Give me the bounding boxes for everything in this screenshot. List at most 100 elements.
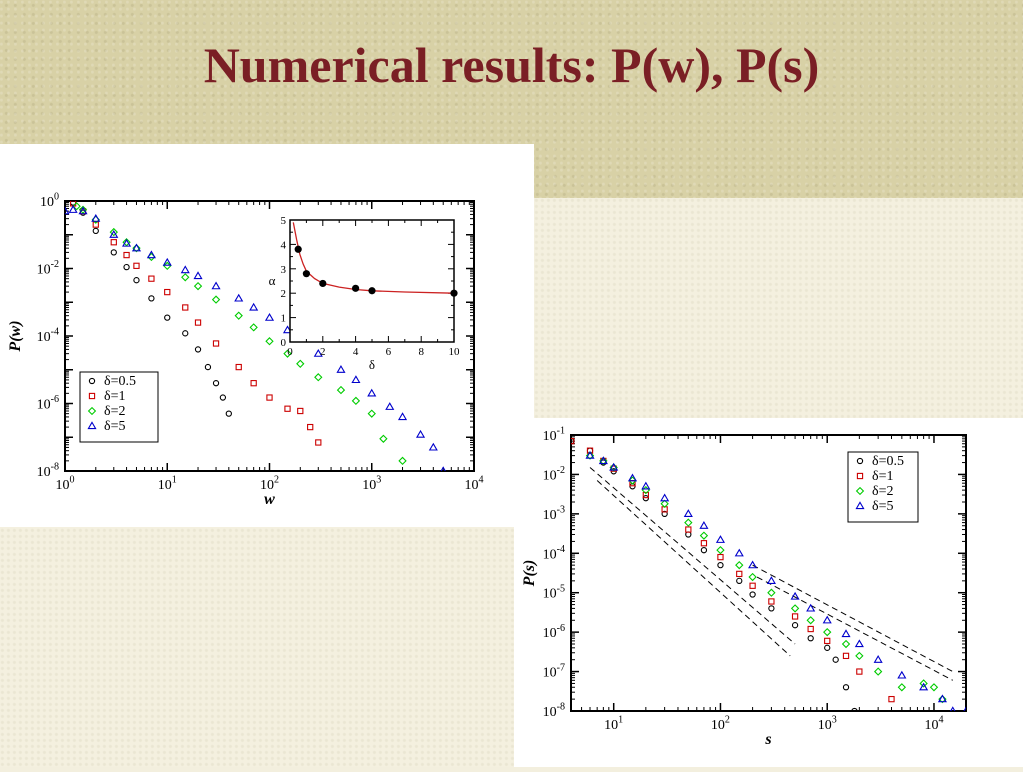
- ps-y-axis-label: P(s): [521, 560, 538, 588]
- ps-plot: [570, 434, 967, 712]
- ps-point: [684, 518, 693, 527]
- pw-point: [91, 213, 101, 222]
- pw-point: [193, 281, 203, 291]
- pw-point: [336, 365, 346, 373]
- pw-point: [211, 295, 221, 304]
- inset-point: [319, 279, 327, 288]
- pw-point: [336, 385, 346, 395]
- pw-point: [123, 251, 130, 259]
- pw-point: [264, 312, 275, 321]
- pw-point: [367, 409, 376, 418]
- pw-point: [440, 466, 446, 471]
- ps-point: [749, 591, 756, 598]
- ps-point: [717, 562, 724, 569]
- pw-point: [367, 388, 377, 397]
- pw-markers: [62, 192, 446, 471]
- ps-point: [736, 577, 743, 584]
- ps-point: [791, 622, 799, 629]
- pw-point: [65, 206, 70, 215]
- inset-y-tick-label: 3: [281, 264, 287, 276]
- inset-y-tick-label: 5: [281, 215, 287, 227]
- pw-point: [92, 227, 99, 235]
- pw-point: [397, 412, 408, 421]
- pw-point: [283, 349, 292, 358]
- ps-point: [660, 499, 669, 508]
- pw-point: [131, 243, 142, 252]
- ps-point: [585, 451, 595, 460]
- ps-point: [571, 437, 575, 445]
- ps-y-tick-label: 10-3: [543, 505, 565, 523]
- ps-point: [609, 463, 618, 472]
- pw-y-tick-label: 100: [40, 192, 59, 210]
- pw-y-axis-label: P(w): [7, 320, 24, 352]
- ps-point: [699, 531, 709, 540]
- pw-point: [148, 295, 155, 302]
- pw-legend-marker: [88, 377, 96, 385]
- ps-point: [822, 615, 832, 624]
- ps-point: [700, 547, 708, 554]
- ps-point: [699, 521, 709, 529]
- pw-point: [181, 273, 190, 282]
- ps-point: [685, 526, 692, 533]
- ps-y-tick-label: 10-8: [543, 702, 565, 720]
- pw-point: [132, 244, 141, 253]
- pw-point: [193, 271, 203, 280]
- ps-point: [749, 582, 756, 589]
- ps-x-tick-label: 101: [604, 715, 623, 733]
- ps-point: [842, 684, 850, 691]
- pw-point: [148, 275, 155, 282]
- ps-point: [715, 535, 726, 543]
- ps-point: [855, 651, 864, 661]
- ps-point: [766, 576, 776, 584]
- pw-point: [249, 302, 259, 311]
- ps-point: [842, 652, 850, 660]
- pw-legend-label: δ=1: [104, 389, 126, 404]
- ps-y-tick-label: 10-5: [543, 583, 565, 601]
- ps-point: [897, 670, 907, 679]
- ps-point: [716, 545, 725, 555]
- ps-point: [768, 598, 775, 605]
- pw-x-tick-label: 100: [55, 475, 74, 493]
- ps-point: [873, 655, 883, 663]
- inset-point: [450, 289, 458, 297]
- ps-y-tick-label: 10-2: [543, 465, 565, 483]
- ps-legend: δ=0.5δ=1δ=2δ=5: [847, 451, 919, 523]
- pw-x-axis-label: w: [264, 491, 275, 508]
- pw-point: [351, 375, 361, 384]
- ps-point: [790, 591, 800, 600]
- pw-legend-label: δ=0.5: [104, 374, 136, 389]
- ps-point: [919, 679, 928, 688]
- ps-chart-panel: 101 102 103 104 10-1 10-2 10-3 10-4 10-5 10-6 10-7…: [514, 418, 1023, 767]
- pw-point: [266, 394, 273, 401]
- pw-plot: [64, 200, 475, 472]
- ps-guide-line: [589, 467, 796, 645]
- ps-guide-line: [756, 576, 954, 681]
- pw-point: [379, 434, 388, 443]
- pw-point: [297, 407, 304, 415]
- pw-point: [78, 206, 88, 215]
- pw-point: [122, 238, 132, 247]
- pw-point: [296, 359, 305, 368]
- ps-point: [585, 450, 595, 459]
- pw-point: [265, 337, 274, 346]
- ps-y-tick-label: 10-4: [543, 544, 565, 562]
- pw-point: [67, 192, 72, 197]
- pw-point: [234, 311, 243, 320]
- ps-point: [851, 707, 858, 711]
- ps-point: [683, 509, 693, 518]
- pw-chart-panel: 100 101 102 103 104 100 10-2 10-4 10-6 10-8 w P(w) δ…: [0, 144, 534, 527]
- pw-x-tick-label: 102: [260, 475, 279, 493]
- pw-point: [194, 319, 202, 326]
- ps-point: [748, 560, 758, 569]
- pw-point: [62, 192, 67, 197]
- pw-point: [428, 442, 438, 451]
- pw-point: [92, 221, 99, 228]
- pw-point: [123, 263, 130, 271]
- ps-legend-label: δ=0.5: [872, 454, 904, 469]
- ps-point: [824, 637, 831, 645]
- ps-markers: [571, 437, 966, 711]
- ps-point: [963, 706, 966, 711]
- pw-y-tick-label: 10-6: [37, 394, 59, 412]
- slide-title: Numerical results: P(w), P(s): [203, 37, 820, 93]
- ps-point: [791, 613, 799, 620]
